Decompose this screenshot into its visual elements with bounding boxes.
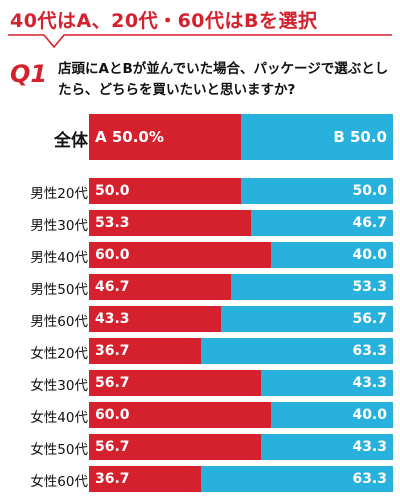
value-label-a: 36.7	[95, 343, 130, 359]
row-label: 女性40代	[30, 410, 88, 426]
question-text: 店頭にAとBが並んでいた場合、パッケージで選ぶとしたら、どちらを買いたいと思いま…	[58, 61, 389, 98]
value-label-b: 40.0	[352, 407, 387, 423]
row-label: 女性60代	[30, 474, 88, 490]
bar-a	[89, 434, 261, 460]
row-label: 男性40代	[30, 250, 88, 266]
bar-b	[241, 178, 393, 204]
bar-b	[221, 306, 393, 332]
bar-a	[89, 210, 251, 236]
value-label-b: B 50.0	[333, 127, 387, 146]
headline-underline	[8, 34, 392, 49]
value-label-a: 60.0	[95, 407, 130, 423]
question-mark: Q1	[10, 60, 48, 88]
bar-b	[241, 114, 393, 160]
value-label-a: 46.7	[95, 279, 130, 295]
bar-a	[89, 338, 201, 364]
value-label-b: 63.3	[352, 471, 387, 487]
value-label-b: 53.3	[352, 279, 387, 295]
bar-a	[89, 306, 221, 332]
value-label-a: 56.7	[95, 375, 130, 391]
bar-b	[251, 210, 393, 236]
bar-b	[231, 274, 393, 300]
value-label-a: A 50.0%	[95, 127, 164, 146]
value-label-b: 50.0	[352, 183, 387, 199]
value-label-a: 60.0	[95, 247, 130, 263]
bar-a	[89, 370, 261, 396]
value-label-b: 46.7	[352, 215, 387, 231]
row-label: 女性20代	[30, 346, 88, 362]
bar-b	[271, 242, 393, 268]
bar-a	[89, 466, 201, 492]
bar-b	[201, 466, 393, 492]
bar-a	[89, 178, 241, 204]
bar-a	[89, 242, 271, 268]
value-label-a: 36.7	[95, 471, 130, 487]
value-label-a: 43.3	[95, 311, 130, 327]
row-label: 男性30代	[30, 218, 88, 234]
headline: 40代はA、20代・60代はBを選択	[10, 10, 318, 32]
bar-b	[201, 338, 393, 364]
row-label: 男性50代	[30, 282, 88, 298]
value-label-b: 43.3	[352, 439, 387, 455]
bar-b	[271, 402, 393, 428]
value-label-a: 53.3	[95, 215, 130, 231]
value-label-a: 56.7	[95, 439, 130, 455]
bar-a	[89, 274, 231, 300]
row-label: 男性20代	[30, 186, 88, 202]
value-label-b: 56.7	[352, 311, 387, 327]
row-label-total: 全体	[54, 131, 88, 151]
value-label-b: 43.3	[352, 375, 387, 391]
row-label: 女性50代	[30, 442, 88, 458]
bar-b	[261, 370, 393, 396]
row-label: 女性30代	[30, 378, 88, 394]
value-label-b: 63.3	[352, 343, 387, 359]
row-label: 男性60代	[30, 314, 88, 330]
value-label-a: 50.0	[95, 183, 130, 199]
bar-a	[89, 402, 271, 428]
bar-a	[89, 114, 241, 160]
value-label-b: 40.0	[352, 247, 387, 263]
bar-b	[261, 434, 393, 460]
